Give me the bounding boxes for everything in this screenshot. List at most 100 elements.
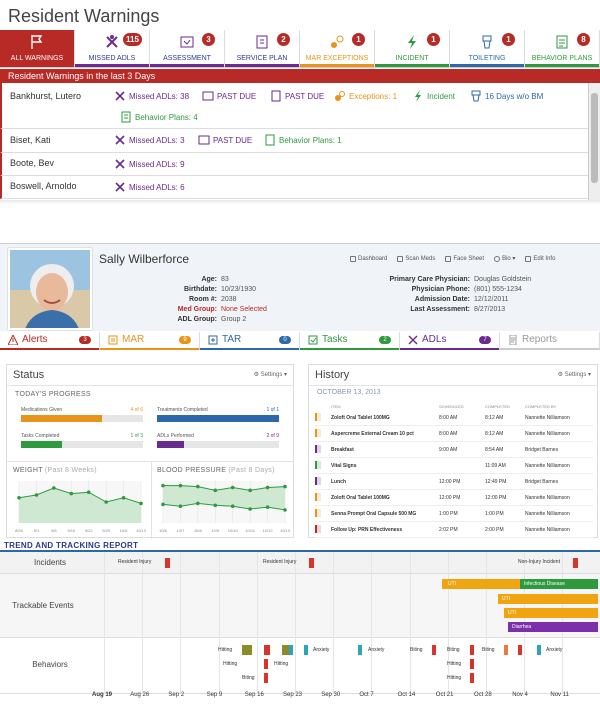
behavior-plans-warning[interactable]: Behavior Plans: 4: [120, 111, 198, 123]
data-point[interactable]: [248, 507, 252, 511]
mar-exceptions-warning[interactable]: Exceptions: 1: [334, 90, 397, 102]
data-point[interactable]: [230, 504, 235, 508]
data-point[interactable]: [86, 490, 91, 494]
history-row[interactable]: Aspercreme External Cream 10 pct 8:00 AM 8…: [315, 426, 593, 442]
behavior-marker[interactable]: [432, 645, 436, 655]
history-row[interactable]: Lunch 12:00 PM 12:49 PM Bridget Barnes: [315, 474, 593, 490]
behavior-marker[interactable]: [289, 645, 293, 655]
face-sheet-button[interactable]: Face Sheet: [445, 255, 484, 262]
data-point[interactable]: [230, 485, 235, 490]
incident-marker[interactable]: [165, 558, 170, 568]
warning-row[interactable]: Boote, Bev Missed ADLs: 9: [0, 153, 588, 176]
service-plan-warning[interactable]: PAST DUE: [270, 90, 324, 102]
tab-reports[interactable]: Reports: [500, 332, 600, 350]
scan-meds-button[interactable]: Scan Meds: [397, 255, 435, 262]
tab-incident[interactable]: 1 INCIDENT: [375, 30, 450, 67]
scrollbar-thumb[interactable]: [591, 93, 598, 183]
tab-behavior-plans[interactable]: 8 BEHAVIOR PLANS: [525, 30, 600, 67]
dashboard-button[interactable]: Dashboard: [350, 255, 387, 262]
incident-marker[interactable]: [573, 558, 578, 568]
tab-missed-adls[interactable]: 115 MISSED ADLS: [75, 30, 150, 67]
grid-line: [333, 552, 335, 694]
missed-adls-warning[interactable]: Missed ADLs: 6: [114, 181, 185, 193]
behavior-marker[interactable]: [470, 673, 474, 683]
data-point[interactable]: [213, 488, 218, 493]
resident-name[interactable]: Boswell, Arnoldo: [10, 181, 77, 191]
data-point[interactable]: [178, 483, 183, 488]
history-row[interactable]: Breakfast 9:00 AM 8:54 AM Bridget Barnes: [315, 442, 593, 458]
history-row[interactable]: Vital Signs 11:09 AM Nannette Nilliamson: [315, 458, 593, 474]
behavior-marker[interactable]: [304, 645, 308, 655]
warning-row[interactable]: Bankhurst, Lutero Missed ADLs: 38 PAST D…: [0, 83, 588, 129]
missed-adls-warning[interactable]: Missed ADLs: 9: [114, 158, 185, 170]
behavior-marker[interactable]: [537, 645, 541, 655]
behavior-marker[interactable]: [264, 645, 270, 655]
behavior-marker[interactable]: [264, 659, 268, 669]
bio-button[interactable]: Bio ▾: [494, 255, 515, 262]
tab-service-plan[interactable]: 2 SERVICE PLAN: [225, 30, 300, 67]
settings-dropdown[interactable]: ⚙ Settings ▾: [557, 372, 591, 378]
incident-warning[interactable]: Incident: [412, 90, 455, 102]
data-point[interactable]: [17, 496, 21, 500]
assessment-warning[interactable]: PAST DUE: [198, 134, 252, 146]
behavior-marker[interactable]: [470, 645, 474, 655]
toileting-warning[interactable]: 16 Days w/o BM: [470, 90, 543, 102]
history-row[interactable]: Zoloft Oral Tablet 100MG 12:00 PM 12:00 PM…: [315, 490, 593, 506]
behavior-marker[interactable]: [358, 645, 362, 655]
warning-row[interactable]: Biset, Kati Missed ADLs: 3 PAST DUE Beha…: [0, 129, 588, 153]
event-bar-diarrhea[interactable]: [508, 622, 598, 632]
resident-name[interactable]: Boote, Bev: [10, 158, 55, 168]
event-bar-uti[interactable]: [498, 594, 598, 604]
tab-mar-exceptions[interactable]: 1 MAR EXCEPTIONS: [300, 30, 375, 67]
tab-adls[interactable]: ADLs 7: [400, 332, 500, 350]
data-point[interactable]: [161, 502, 165, 507]
data-point[interactable]: [265, 505, 270, 509]
data-point[interactable]: [196, 484, 200, 489]
behavior-marker[interactable]: [504, 645, 508, 655]
data-point[interactable]: [161, 483, 165, 488]
data-point[interactable]: [178, 504, 183, 508]
event-bar-infectious-disease[interactable]: [520, 579, 598, 589]
settings-dropdown[interactable]: ⚙ Settings ▾: [253, 372, 287, 378]
behavior-marker[interactable]: [282, 645, 291, 655]
tab-all-warnings[interactable]: ALL WARNINGS: [0, 30, 75, 67]
behavior-marker[interactable]: [264, 673, 268, 683]
data-point[interactable]: [139, 501, 143, 506]
edit-info-button[interactable]: Edit Info: [525, 255, 555, 262]
tab-alerts[interactable]: Alerts 3: [0, 332, 100, 350]
data-point[interactable]: [283, 484, 287, 489]
behavior-marker[interactable]: [242, 645, 252, 655]
resident-name[interactable]: Bankhurst, Lutero: [10, 91, 82, 101]
scrollbar[interactable]: [588, 83, 600, 201]
tab-assessment[interactable]: 3 ASSESSMENT: [150, 30, 225, 67]
data-point[interactable]: [196, 501, 200, 506]
behavior-label: Hitting: [223, 661, 238, 667]
data-point[interactable]: [283, 508, 287, 512]
data-point[interactable]: [248, 488, 252, 493]
data-point[interactable]: [34, 493, 39, 497]
behavior-marker[interactable]: [518, 645, 522, 655]
data-point[interactable]: [265, 485, 270, 490]
tab-tar[interactable]: TAR 0: [200, 332, 300, 350]
event-bar-uti[interactable]: [504, 608, 598, 618]
behavior-plans-warning[interactable]: Behavior Plans: 1: [264, 134, 342, 146]
data-point[interactable]: [69, 491, 74, 496]
data-point[interactable]: [121, 496, 126, 500]
assessment-warning[interactable]: PAST DUE: [202, 90, 256, 102]
incident-marker[interactable]: [309, 558, 314, 568]
tab-tasks[interactable]: Tasks 2: [300, 332, 400, 350]
data-point[interactable]: [52, 486, 56, 490]
missed-adls-warning[interactable]: Missed ADLs: 3: [114, 134, 185, 146]
behavior-marker[interactable]: [470, 659, 474, 669]
history-row[interactable]: Senna Prompt Oral Capsule 500 MG 1:00 PM 1…: [315, 506, 593, 522]
resident-name[interactable]: Biset, Kati: [10, 135, 51, 145]
tab-mar[interactable]: MAR 9: [100, 332, 200, 350]
history-row[interactable]: Follow Up: PRN Effectiveness 2:02 PM 2:00 …: [315, 522, 593, 538]
event-bar-uti[interactable]: [442, 579, 520, 589]
tab-toileting[interactable]: 1 TOILETING: [450, 30, 525, 67]
missed-adls-warning[interactable]: Missed ADLs: 38: [114, 90, 189, 102]
data-point[interactable]: [213, 503, 218, 508]
data-point[interactable]: [104, 500, 108, 504]
warning-row[interactable]: Boswell, Arnoldo Missed ADLs: 6: [0, 176, 588, 199]
history-row[interactable]: Zoloft Oral Tablet 100MG 8:00 AM 8:12 AM Na…: [315, 410, 593, 426]
